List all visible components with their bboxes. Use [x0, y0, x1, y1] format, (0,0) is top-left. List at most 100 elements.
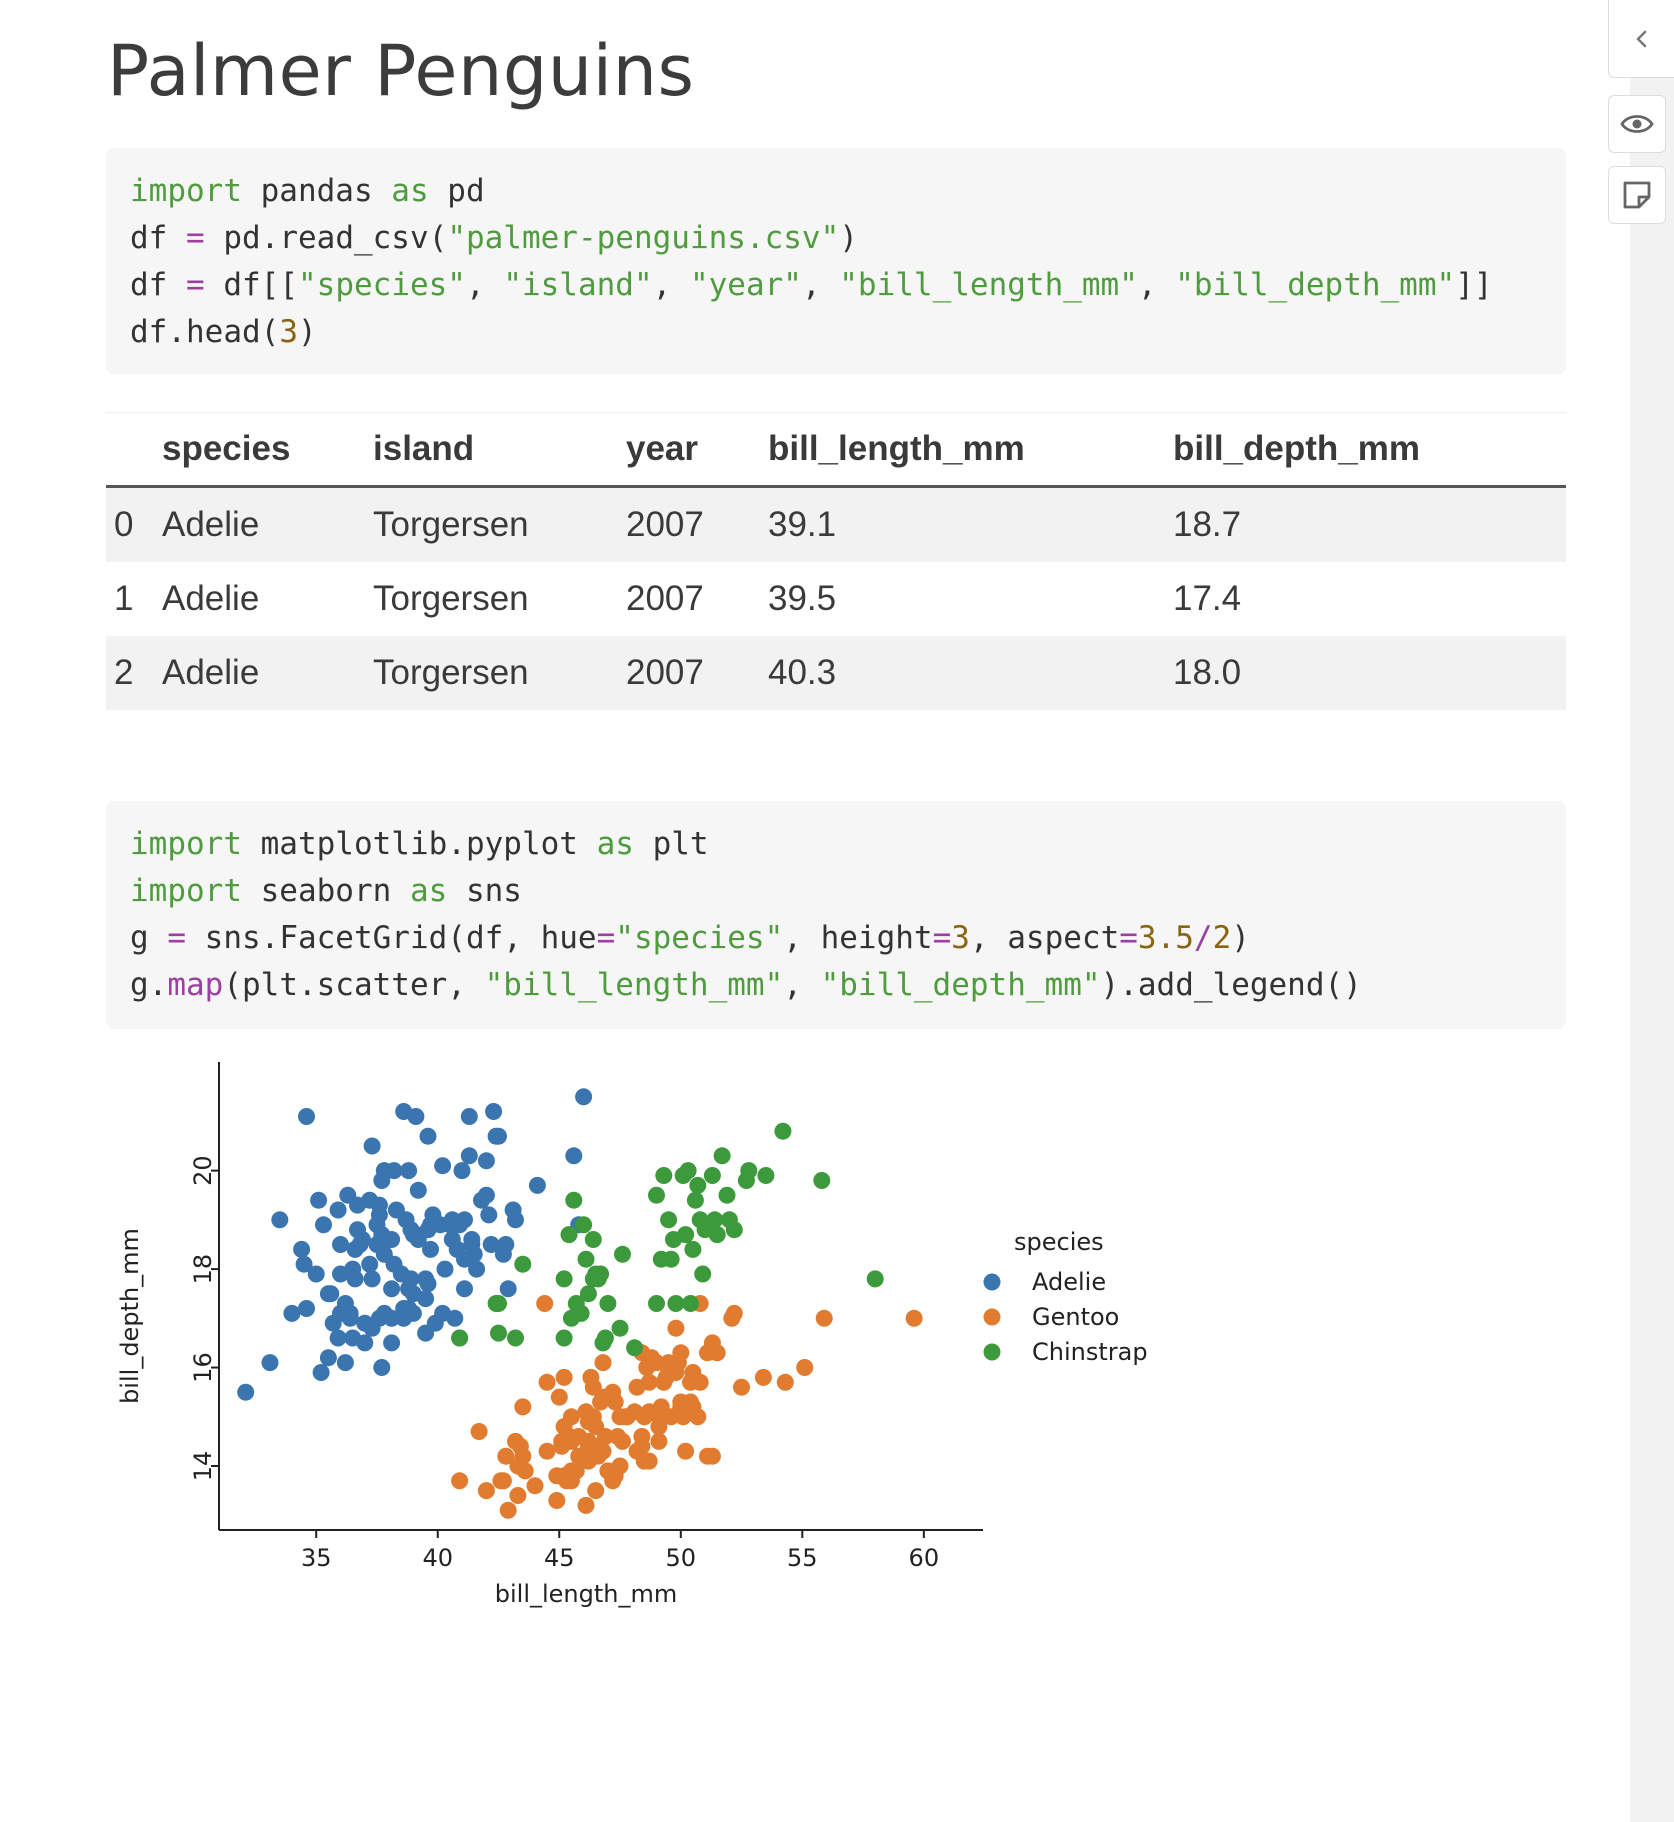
data-point-adelie: [477, 1186, 495, 1204]
data-point-adelie: [332, 1236, 349, 1253]
cell-bill-depth: 18.7: [1173, 505, 1242, 544]
data-point-adelie: [402, 1270, 420, 1288]
notes-button[interactable]: [1608, 166, 1666, 224]
row-index: 2: [114, 653, 134, 692]
data-point-chinstrap: [507, 1329, 524, 1347]
data-point-gentoo: [550, 1388, 568, 1406]
x-tick-label: 55: [787, 1544, 818, 1572]
data-point-adelie: [422, 1240, 439, 1258]
code-line: df.head(3): [130, 309, 1542, 356]
data-point-adelie: [400, 1162, 418, 1180]
data-point-chinstrap: [655, 1167, 673, 1184]
data-point-gentoo: [567, 1462, 585, 1480]
code-token: "species": [615, 920, 784, 956]
data-point-chinstrap: [725, 1221, 743, 1239]
data-point-chinstrap: [611, 1319, 629, 1337]
collapse-button[interactable]: [1608, 0, 1674, 78]
data-point-adelie: [356, 1334, 374, 1352]
data-point-adelie: [353, 1231, 371, 1248]
data-point-gentoo: [633, 1428, 651, 1445]
code-token: ): [1231, 920, 1250, 956]
data-point-chinstrap: [555, 1329, 573, 1347]
data-point-gentoo: [514, 1398, 532, 1416]
sidebar-track: [1630, 0, 1674, 1822]
code-token: 2: [1212, 920, 1232, 956]
data-point-gentoo: [677, 1442, 695, 1460]
data-point-chinstrap: [560, 1226, 578, 1244]
data-point-adelie: [490, 1127, 507, 1145]
data-point-gentoo: [648, 1354, 665, 1372]
column-header-species: species: [162, 429, 291, 468]
code-token: import: [130, 873, 242, 909]
data-point-adelie: [507, 1211, 524, 1229]
code-token: =: [167, 920, 186, 956]
data-point-chinstrap: [689, 1176, 707, 1194]
data-point-adelie: [329, 1201, 347, 1219]
data-point-gentoo: [594, 1442, 612, 1460]
data-point-chinstrap: [490, 1324, 507, 1342]
data-point-gentoo: [703, 1447, 721, 1465]
column-header-bill-length: bill_length_mm: [768, 429, 1025, 468]
data-point-adelie: [404, 1304, 422, 1322]
column-header-year: year: [626, 429, 699, 468]
cell-year: 2007: [626, 579, 704, 618]
code-token: "year": [689, 267, 802, 303]
data-point-chinstrap: [686, 1191, 704, 1209]
data-point-gentoo: [596, 1428, 614, 1445]
cell-island: Torgersen: [373, 579, 529, 618]
y-tick-label: 20: [189, 1155, 217, 1186]
code-token: pd.read_csv(: [204, 220, 448, 256]
code-cell-plot[interactable]: import matplotlib.pyplot as plt import se…: [106, 801, 1566, 1029]
legend-marker-chinstrap: [983, 1343, 1001, 1361]
data-point-chinstrap: [451, 1329, 469, 1347]
data-point-adelie: [283, 1304, 301, 1322]
data-point-adelie: [329, 1329, 347, 1347]
code-line: import seaborn as sns: [130, 868, 1542, 915]
data-point-adelie: [363, 1270, 381, 1288]
code-token: import: [130, 173, 242, 209]
data-point-adelie: [419, 1127, 437, 1145]
x-axis-label: bill_length_mm: [495, 1580, 678, 1608]
data-point-adelie: [436, 1260, 454, 1278]
code-token: "species": [298, 267, 466, 303]
data-point-adelie: [417, 1290, 435, 1308]
cell-bill-length: 40.3: [768, 653, 837, 692]
preview-button[interactable]: [1608, 95, 1666, 153]
cell-species: Adelie: [162, 505, 260, 544]
data-point-chinstrap: [813, 1172, 831, 1189]
data-point-chinstrap: [579, 1285, 597, 1303]
code-token: =: [186, 220, 205, 256]
table-row: 0 Adelie Torgersen 2007 39.1 18.7: [106, 486, 1566, 562]
code-token: sns.FacetGrid(df, hue: [186, 920, 597, 956]
cell-bill-depth: 18.0: [1173, 653, 1242, 692]
dataframe-table: species island year bill_length_mm bill_…: [106, 412, 1566, 710]
code-token: "island": [503, 267, 653, 303]
data-point-chinstrap: [592, 1265, 610, 1283]
data-point-adelie: [383, 1280, 401, 1298]
code-token: , aspect: [969, 920, 1120, 956]
code-token: 3: [279, 314, 298, 350]
code-cell-load-data[interactable]: import pandas as pd df = pd.read_csv("pal…: [106, 148, 1566, 374]
data-point-chinstrap: [575, 1216, 593, 1234]
table-row: 1 Adelie Torgersen 2007 39.5 17.4: [106, 562, 1566, 636]
data-point-adelie: [361, 1255, 379, 1273]
data-point-chinstrap: [740, 1162, 758, 1180]
data-point-adelie: [346, 1270, 364, 1288]
notebook-document: Palmer Penguins import pandas as pd df = …: [106, 30, 1566, 1608]
cell-bill-length: 39.1: [768, 505, 837, 544]
legend-label-gentoo: Gentoo: [1032, 1303, 1119, 1331]
data-point-adelie: [407, 1108, 425, 1125]
cell-bill-length: 39.5: [768, 579, 837, 618]
x-tick-label: 60: [909, 1544, 940, 1572]
column-header-island: island: [373, 429, 475, 468]
code-token: "bill_length_mm": [839, 267, 1138, 303]
data-point-gentoo: [708, 1344, 726, 1362]
cell-year: 2007: [626, 505, 704, 544]
code-token: /: [1193, 920, 1213, 956]
code-token: df.head(: [130, 314, 280, 350]
data-point-adelie: [434, 1157, 452, 1175]
data-point-gentoo: [905, 1309, 923, 1327]
data-point-adelie: [307, 1265, 325, 1283]
data-point-gentoo: [538, 1442, 556, 1460]
data-point-adelie: [528, 1176, 546, 1194]
